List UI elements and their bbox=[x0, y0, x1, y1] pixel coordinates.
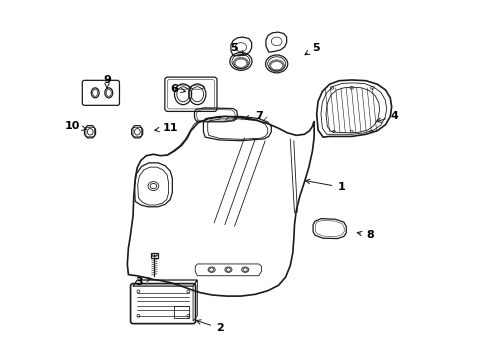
Text: 2: 2 bbox=[196, 320, 223, 333]
Text: 5: 5 bbox=[305, 43, 319, 55]
Text: 10: 10 bbox=[65, 121, 86, 131]
Text: 8: 8 bbox=[357, 230, 373, 240]
Text: 1: 1 bbox=[305, 179, 345, 192]
Text: 6: 6 bbox=[170, 84, 185, 94]
Text: 11: 11 bbox=[154, 123, 178, 133]
Text: 4: 4 bbox=[376, 111, 398, 122]
Text: 7: 7 bbox=[244, 111, 263, 121]
Text: 9: 9 bbox=[103, 75, 111, 88]
Text: 5: 5 bbox=[229, 43, 244, 55]
Text: 3: 3 bbox=[135, 277, 150, 287]
